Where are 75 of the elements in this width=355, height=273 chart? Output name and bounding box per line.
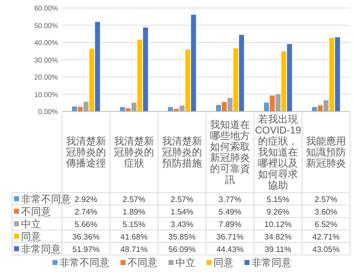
bar	[180, 106, 184, 112]
legend-item: 非常不同意	[52, 258, 110, 269]
data-label: 1.89%	[122, 207, 146, 216]
data-label: 7.89%	[218, 220, 242, 229]
bar	[335, 37, 340, 112]
legend-item: 非常同意	[14, 244, 61, 256]
data-label: 2.57%	[170, 194, 194, 204]
bar	[276, 94, 280, 112]
data-label: 56.09%	[168, 244, 196, 254]
data-label: 5.66%	[74, 220, 98, 229]
data-label: 36.71%	[216, 232, 244, 242]
legend-item: 非常同意	[244, 258, 292, 269]
x-tick-label: 若我出現COVID-19的症狀，我知道在哪裡以及如何尋求協助	[254, 114, 302, 192]
data-label: 2.92%	[74, 194, 98, 204]
bar	[95, 22, 100, 112]
data-label: 34.82%	[264, 232, 292, 242]
bar	[168, 107, 173, 112]
bar	[216, 104, 221, 112]
legend-label: 中立	[21, 218, 41, 230]
bar	[84, 102, 88, 112]
bar	[239, 34, 244, 112]
legend-item: 不同意	[14, 206, 51, 218]
x-tick-label: 我清楚新冠肺炎的預防措施	[162, 136, 202, 170]
legend-label: 非常不同意	[21, 193, 71, 206]
bar	[329, 38, 334, 112]
bar	[228, 98, 232, 112]
x-tick-label: 我能應用知識預防新冠肺炎	[306, 136, 346, 170]
bar	[72, 106, 77, 112]
legend-label: 不同意	[21, 206, 51, 218]
data-label: 1.54%	[170, 207, 194, 216]
x-tick-label: 我清楚新冠肺炎的症狀	[114, 136, 154, 170]
data-label: 3.60%	[314, 207, 338, 216]
bar	[185, 50, 190, 112]
bar	[191, 14, 196, 112]
data-label: 2.57%	[122, 194, 146, 204]
bar	[287, 44, 292, 112]
data-label: 3.43%	[170, 220, 194, 229]
data-label: 44.43%	[216, 244, 244, 254]
bar	[312, 107, 317, 112]
data-label: 5.15%	[122, 220, 146, 229]
data-label: 41.68%	[120, 232, 148, 242]
data-label: 51.97%	[72, 244, 100, 254]
bar	[264, 102, 269, 112]
legend-item: 同意	[14, 232, 41, 243]
data-label: 36.36%	[72, 232, 100, 242]
data-label: 48.71%	[120, 244, 148, 254]
legend-item: 不同意	[120, 258, 158, 269]
data-label: 35.85%	[168, 232, 196, 242]
data-label: 2.57%	[314, 194, 338, 204]
data-label: 5.49%	[218, 207, 242, 216]
data-label: 39.11%	[264, 244, 292, 254]
legend-item: 中立	[14, 219, 41, 230]
legend-item: 非常不同意	[14, 194, 71, 206]
data-label: 5.15%	[266, 194, 290, 204]
bar	[120, 107, 125, 112]
data-label: 9.26%	[266, 207, 290, 216]
data-label: 6.52%	[314, 220, 338, 229]
legend-label: 非常同意	[21, 243, 61, 256]
bar	[281, 51, 286, 112]
bar	[324, 100, 328, 112]
legend-item: 同意	[206, 258, 234, 269]
data-label: 10.12%	[264, 220, 292, 229]
bar	[132, 102, 136, 112]
data-label: 3.77%	[218, 194, 242, 204]
data-label: 2.74%	[74, 207, 98, 216]
x-tick-label: 我知道在哪些地方如何索取新冠肺炎的可靠資訊	[210, 119, 250, 186]
data-label: 42.71%	[312, 232, 340, 242]
bar	[89, 48, 94, 112]
legend-item: 中立	[168, 258, 196, 269]
legend-label: 同意	[21, 230, 41, 243]
bar	[143, 27, 148, 112]
bar	[233, 48, 238, 112]
x-tick-label: 我清楚新冠肺炎的傳播途徑	[66, 136, 106, 170]
data-label: 43.05%	[312, 244, 340, 254]
bar	[137, 40, 142, 112]
